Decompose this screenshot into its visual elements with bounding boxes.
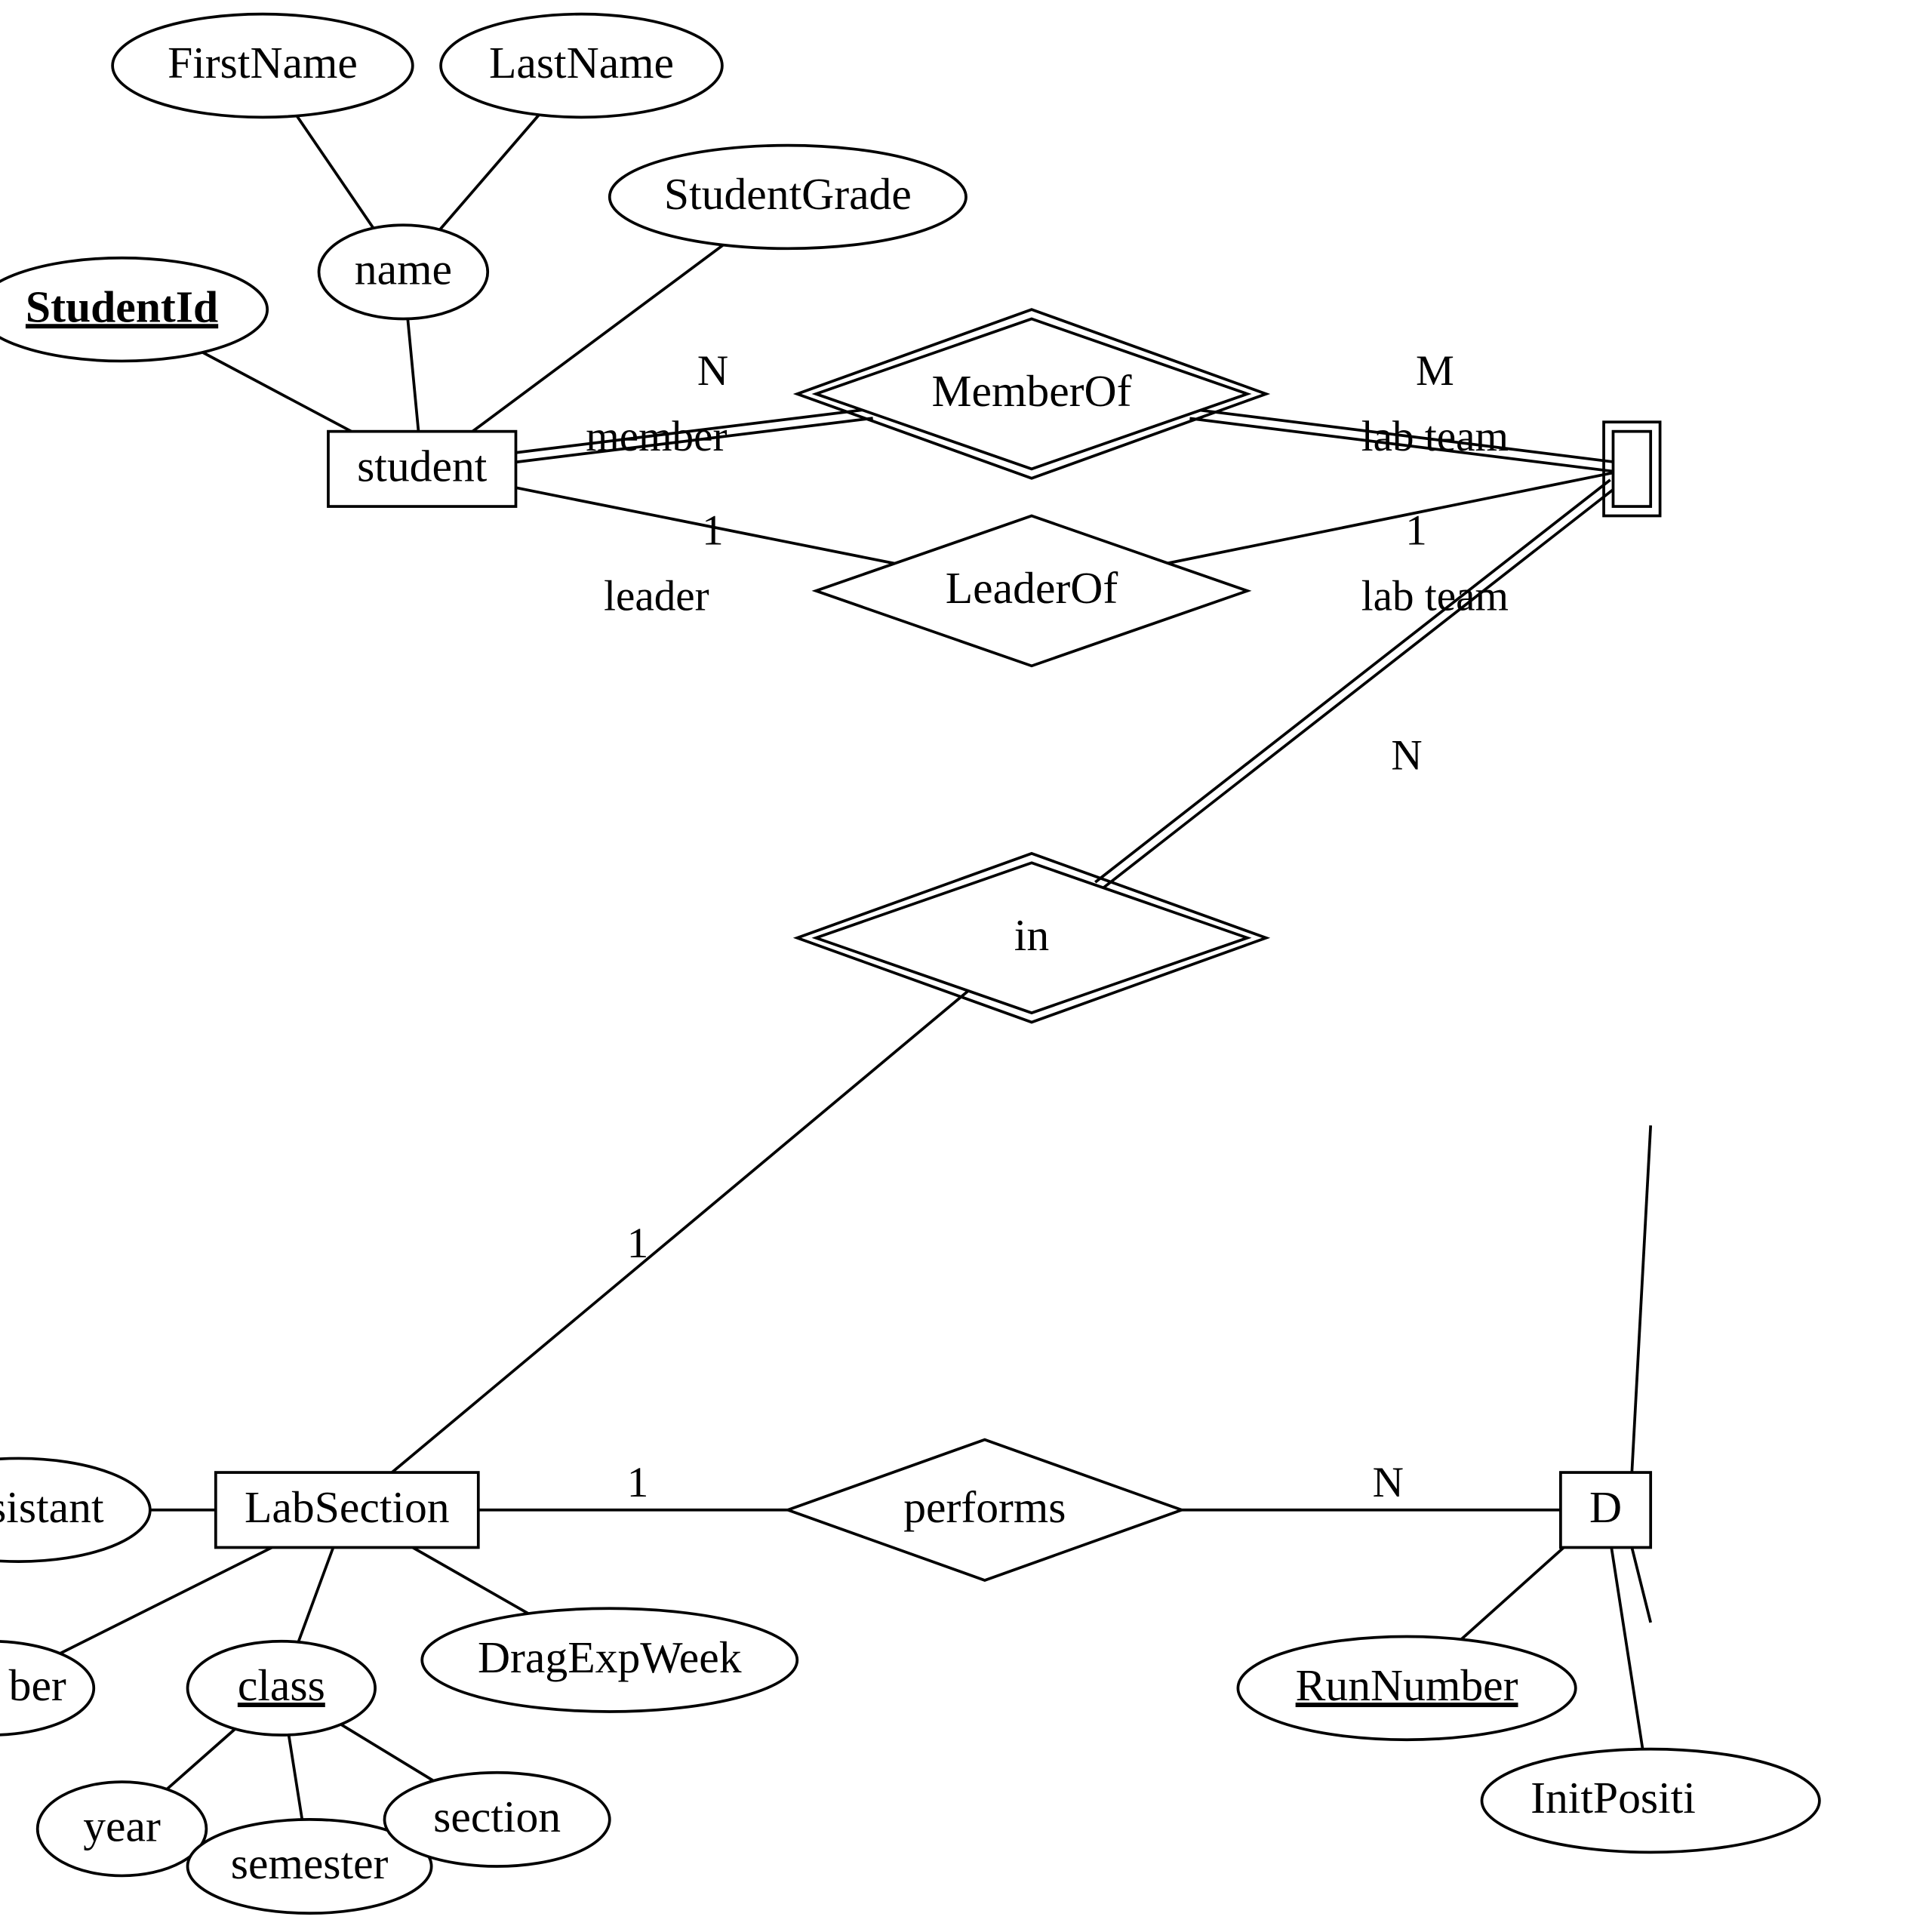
node-label-drEntity: D [1589,1482,1622,1532]
edge-label: 1 [627,1220,649,1267]
node-label-name: name [355,245,452,294]
edge-label: N [1391,732,1422,780]
edge-firstName-name [297,116,373,229]
node-label-year: year [83,1801,161,1850]
node-label-dragExpWeek: DragExpWeek [478,1632,742,1682]
edge-label: lab team [1361,413,1509,460]
nodes-layer: FirstName LastName name StudentGrade Student… [0,14,1820,1914]
node-label-assistant: ssistant [0,1482,104,1532]
edge-label: member [586,413,727,460]
node-label-classAttr: class [238,1660,325,1710]
er-diagram: FirstName LastName name StudentGrade Student… [0,0,1932,1932]
node-name: name [319,225,488,318]
node-label-firstName: FirstName [168,38,358,88]
edge-ber-labSection [60,1547,272,1653]
node-label-studentId: StudentId [26,281,218,331]
edge-label: N [697,347,728,395]
node-label-initPositi: InitPositi [1531,1773,1696,1823]
edge-classAttr-labSection [298,1547,333,1641]
node-firstName: FirstName [112,14,413,118]
edge-in-labSection [392,991,968,1472]
node-labSection: LabSection [216,1472,478,1547]
edge-labTeamStub-in [1095,480,1616,890]
edge-dragExpWeek-labSection [413,1547,528,1614]
edge-studentId-student [203,352,352,432]
edges-layer [60,115,1651,1820]
node-year: year [38,1782,207,1875]
node-assistant: ssistant [0,1458,150,1561]
node-label-in: in [1014,910,1049,960]
node-label-performs: performs [903,1482,1066,1532]
edge-initPositi-drEntity [1611,1547,1642,1749]
edge-label: M [1416,347,1454,395]
node-label-section: section [433,1792,561,1841]
edge-section-classAttr [341,1724,434,1781]
node-dragExpWeek: DragExpWeek [422,1608,797,1712]
edge-label: 1 [627,1459,649,1506]
node-leaderOf: LeaderOf [816,515,1247,666]
node-label-semester: semester [231,1838,389,1888]
edge-label: 1 [702,506,724,554]
edge-lastName-name [440,115,539,229]
node-studentId: StudentId [0,258,267,361]
node-label-leaderOf: LeaderOf [946,563,1118,613]
node-labTeamStub [1604,422,1660,515]
node-label-labSection: LabSection [245,1482,450,1532]
edge-leaderOf-labTeamStub [1168,472,1613,563]
node-classAttr: class [188,1641,376,1735]
node-ber: ber [0,1641,94,1735]
edge-label: lab team [1361,572,1509,620]
node-studentGrade: StudentGrade [610,146,966,249]
edge-label: 1 [1405,506,1427,554]
node-drEntity: D [1561,1472,1651,1547]
node-initPositi: InitPositi [1481,1749,1819,1853]
node-label-ber: ber [9,1660,66,1710]
node-runNumber: RunNumber [1238,1637,1575,1740]
node-in: in [797,854,1266,1023]
node-label-studentGrade: StudentGrade [664,169,912,219]
edge-runNumber-drEntity [1461,1547,1564,1639]
node-label-student: student [357,441,488,491]
node-performs: performs [788,1440,1182,1580]
edge-label: leader [604,572,709,620]
edge-studentGrade-student [472,245,723,432]
edge-year-classAttr [167,1729,235,1789]
node-section: section [385,1773,610,1866]
node-lastName: LastName [441,14,722,118]
node-label-lastName: LastName [489,38,674,88]
node-memberOf: MemberOf [797,309,1266,478]
edge-name-student [408,318,418,431]
edge-label: N [1373,1459,1404,1506]
node-label-memberOf: MemberOf [931,366,1131,416]
node-label-runNumber: RunNumber [1296,1660,1518,1710]
edge-semester-classAttr [289,1735,303,1820]
node-student: student [328,432,516,506]
